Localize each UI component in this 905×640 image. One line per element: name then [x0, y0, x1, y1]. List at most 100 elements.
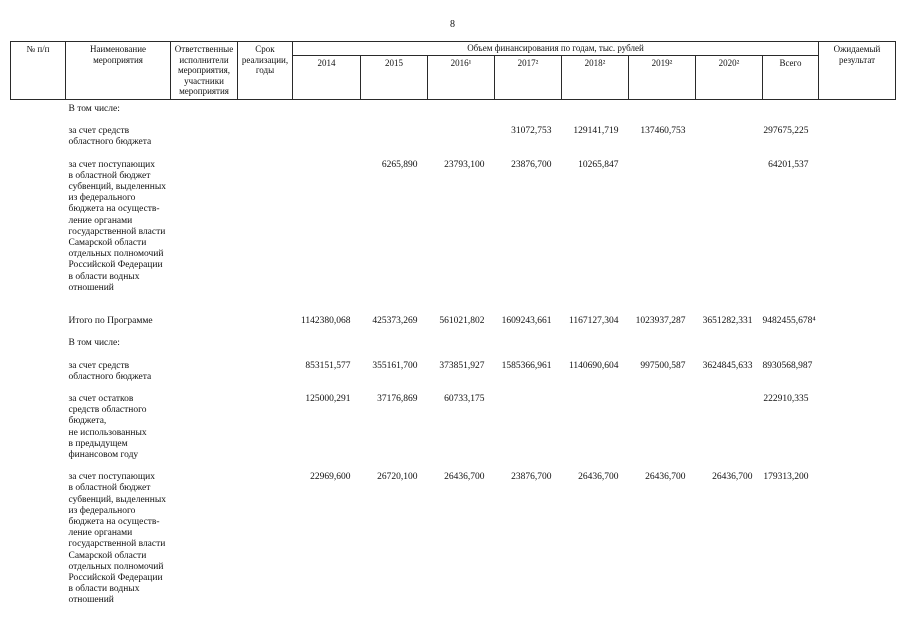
cell-num — [11, 294, 66, 327]
cell-activity-name: за счет поступающих в областной бюджет с… — [68, 472, 166, 606]
cell-amount: 26436,700 — [578, 472, 619, 483]
cell-amount — [361, 115, 428, 148]
cell-amount: 3651282,331 — [702, 316, 753, 327]
cell-amount: 997500,587 — [640, 360, 686, 371]
cell-term — [238, 115, 293, 148]
cell-num — [11, 327, 66, 349]
cell-expected-result — [819, 327, 896, 349]
cell-amount — [293, 115, 361, 148]
cell-amount — [495, 327, 562, 349]
cell-term — [238, 100, 293, 116]
cell-amount: 561021,802 — [439, 316, 485, 327]
cell-term — [238, 327, 293, 349]
cell-responsible — [171, 383, 238, 461]
table-row: за счет остатков средств областного бюдж… — [11, 383, 896, 461]
cell-amount — [629, 327, 696, 349]
cell-amount: 10265,847 — [578, 159, 619, 170]
header-num: № п/п — [10, 40, 66, 101]
cell-amount — [361, 327, 428, 349]
financing-table: № п/п Наименование мероприятия Ответстве… — [10, 40, 896, 607]
cell-amount: 26436,700 — [444, 472, 485, 483]
header-activity-name: Наименование мероприятия — [65, 40, 171, 101]
cell-amount — [428, 327, 495, 349]
cell-activity-name: за счет остатков средств областного бюдж… — [68, 393, 147, 460]
cell-amount: 1140690,604 — [568, 360, 619, 371]
cell-amount: 373851,927 — [439, 360, 485, 371]
cell-amount — [696, 100, 763, 116]
cell-amount: 137460,753 — [640, 126, 686, 137]
table-row: В том числе: — [11, 327, 896, 349]
cell-activity-name: В том числе: — [68, 338, 120, 349]
cell-expected-result — [819, 100, 896, 116]
cell-amount — [428, 115, 495, 148]
cell-activity-name: Итого по Программе — [68, 316, 153, 327]
cell-responsible — [171, 327, 238, 349]
cell-amount — [696, 383, 763, 461]
header-year-total: Всего — [762, 54, 819, 101]
cell-amount: 31072,753 — [511, 126, 552, 137]
cell-activity-name: за счет средств областного бюджета — [68, 360, 152, 382]
cell-num — [11, 149, 66, 294]
cell-amount: 853151,577 — [305, 360, 351, 371]
cell-num — [11, 100, 66, 116]
cell-amount — [495, 383, 562, 461]
cell-amount: 60733,175 — [444, 393, 485, 404]
cell-amount — [562, 327, 629, 349]
header-year-2019: 2019² — [628, 54, 696, 101]
cell-amount — [763, 100, 819, 116]
cell-amount — [293, 327, 361, 349]
cell-expected-result — [819, 383, 896, 461]
header-year-2015: 2015 — [360, 54, 428, 101]
cell-amount: 26436,700 — [712, 472, 753, 483]
cell-amount: 179313,200 — [763, 472, 809, 483]
cell-amount — [629, 149, 696, 294]
cell-amount: 26436,700 — [645, 472, 686, 483]
cell-amount — [696, 149, 763, 294]
table-row: В том числе: — [11, 100, 896, 116]
cell-expected-result — [819, 461, 896, 606]
cell-amount: 125000,291 — [305, 393, 351, 404]
table-header: № п/п Наименование мероприятия Ответстве… — [10, 40, 896, 101]
cell-amount — [495, 100, 562, 116]
header-row-top: № п/п Наименование мероприятия Ответстве… — [10, 40, 896, 101]
cell-expected-result — [819, 350, 896, 383]
cell-amount: 425373,269 — [372, 316, 418, 327]
cell-term — [238, 350, 293, 383]
cell-amount: 3624845,633 — [702, 360, 753, 371]
cell-term — [238, 461, 293, 606]
cell-term — [238, 383, 293, 461]
cell-responsible — [171, 100, 238, 116]
cell-amount — [562, 383, 629, 461]
cell-amount — [428, 100, 495, 116]
cell-amount — [696, 327, 763, 349]
header-year-2014: 2014 — [292, 54, 361, 101]
cell-amount — [562, 100, 629, 116]
cell-amount — [293, 149, 361, 294]
cell-amount: 129141,719 — [573, 126, 619, 137]
cell-num — [11, 350, 66, 383]
cell-amount: 64201,537 — [768, 159, 809, 170]
page-number: 8 — [450, 19, 455, 30]
header-expected-result: Ожидаемый результат — [818, 40, 896, 101]
header-term: Срок реализации, годы — [237, 40, 293, 101]
header-year-2016: 2016¹ — [427, 54, 495, 101]
table-row: за счет средств областного бюджета 853151… — [11, 350, 896, 383]
table-row: за счет поступающих в областной бюджет с… — [11, 149, 896, 294]
cell-amount: 1585366,961 — [501, 360, 552, 371]
cell-amount: 23876,700 — [511, 159, 552, 170]
cell-amount: 1167127,304 — [568, 316, 619, 327]
header-year-2018: 2018² — [561, 54, 629, 101]
cell-amount: 9482455,678⁴ — [762, 316, 816, 327]
cell-amount: 26720,100 — [377, 472, 418, 483]
cell-amount — [293, 100, 361, 116]
cell-activity-name: за счет средств областного бюджета — [68, 126, 152, 148]
cell-amount — [629, 100, 696, 116]
cell-activity-name: за счет поступающих в областной бюджет с… — [68, 159, 166, 293]
cell-expected-result — [819, 149, 896, 294]
cell-expected-result — [819, 115, 896, 148]
cell-amount: 1609243,661 — [501, 316, 552, 327]
cell-amount: 37176,869 — [377, 393, 418, 404]
cell-amount: 1023937,287 — [635, 316, 686, 327]
cell-amount: 23793,100 — [444, 159, 485, 170]
